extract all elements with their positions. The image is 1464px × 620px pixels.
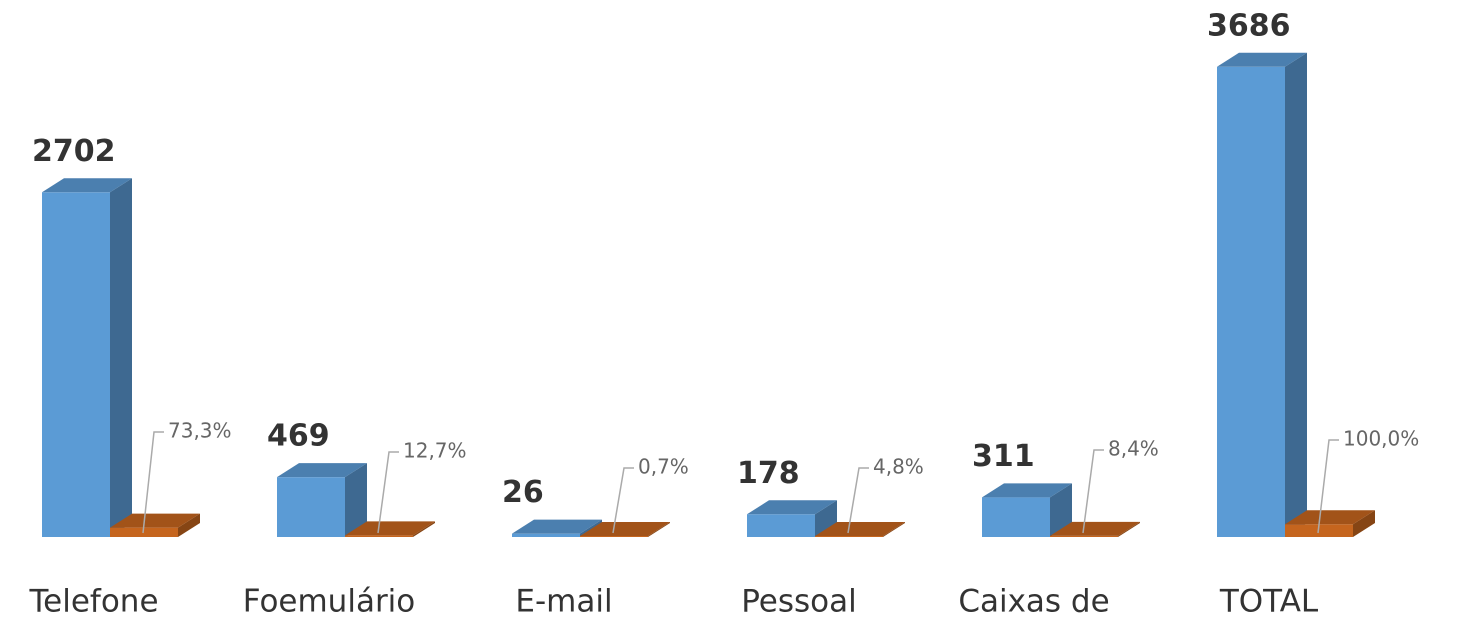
x-tick-label: Foemulário	[243, 584, 416, 620]
bar	[277, 463, 367, 537]
x-tick-label: Telefone	[28, 584, 158, 620]
bar-front	[982, 497, 1050, 537]
bar-front	[277, 477, 345, 537]
bar	[1217, 52, 1307, 537]
bar-side	[413, 521, 435, 537]
bar-side	[110, 178, 132, 537]
bar-front	[42, 192, 110, 537]
data-label: 4,8%	[873, 455, 924, 479]
bar-top	[42, 178, 132, 193]
bar-side	[648, 522, 670, 537]
bar-front	[512, 533, 580, 537]
bar-top	[982, 483, 1072, 498]
data-label: 73,3%	[168, 419, 232, 443]
bar	[110, 513, 200, 537]
bar	[580, 522, 670, 537]
bar-side	[815, 500, 837, 537]
bar-side	[883, 522, 905, 537]
data-label: 3686	[1207, 8, 1291, 43]
bar	[747, 500, 837, 537]
bar-top	[1050, 521, 1140, 536]
data-label: 178	[737, 456, 800, 491]
bar-front	[815, 536, 883, 537]
bar-side	[1285, 52, 1307, 537]
bar	[42, 178, 132, 537]
bar-top	[815, 522, 905, 536]
bar-front	[1050, 535, 1118, 537]
bar	[982, 483, 1072, 537]
bar-side	[1353, 510, 1375, 537]
data-label: 8,4%	[1108, 437, 1159, 461]
bar-top	[1217, 52, 1307, 67]
leader-line	[847, 467, 869, 534]
bar-side	[178, 513, 200, 537]
x-tick-label: Pessoal	[741, 584, 857, 620]
bar-front	[1217, 66, 1285, 537]
data-label: 311	[972, 439, 1035, 474]
x-tick-label: TOTAL	[1219, 584, 1319, 620]
bar-side	[1050, 483, 1072, 537]
leader-line	[612, 467, 634, 534]
bar-side	[1118, 521, 1140, 537]
data-label: 0,7%	[638, 455, 689, 479]
bar-front	[580, 536, 648, 537]
bar	[345, 521, 435, 537]
bar	[1050, 521, 1140, 537]
bar-front	[345, 535, 413, 537]
data-label: 469	[267, 419, 330, 454]
bar	[815, 522, 905, 537]
bar-top	[110, 513, 200, 528]
bar-front	[747, 514, 815, 537]
leader-line	[142, 431, 164, 534]
leader-line	[377, 451, 399, 534]
x-tick-label: Caixas de	[958, 584, 1109, 620]
bar-top	[512, 519, 602, 534]
bar-top	[277, 463, 367, 478]
bar-top	[1285, 510, 1375, 525]
data-label: 100,0%	[1343, 427, 1419, 451]
bar-front	[110, 527, 178, 537]
data-label: 12,7%	[403, 439, 467, 463]
leader-line	[1317, 439, 1339, 534]
bar-top	[580, 522, 670, 536]
bar-top	[747, 500, 837, 515]
data-label: 26	[502, 475, 544, 510]
leader-line	[1082, 449, 1104, 534]
x-tick-label: E-mail	[515, 584, 612, 620]
bar-top	[345, 521, 435, 536]
data-label: 2702	[32, 134, 116, 169]
bar-side	[345, 463, 367, 537]
